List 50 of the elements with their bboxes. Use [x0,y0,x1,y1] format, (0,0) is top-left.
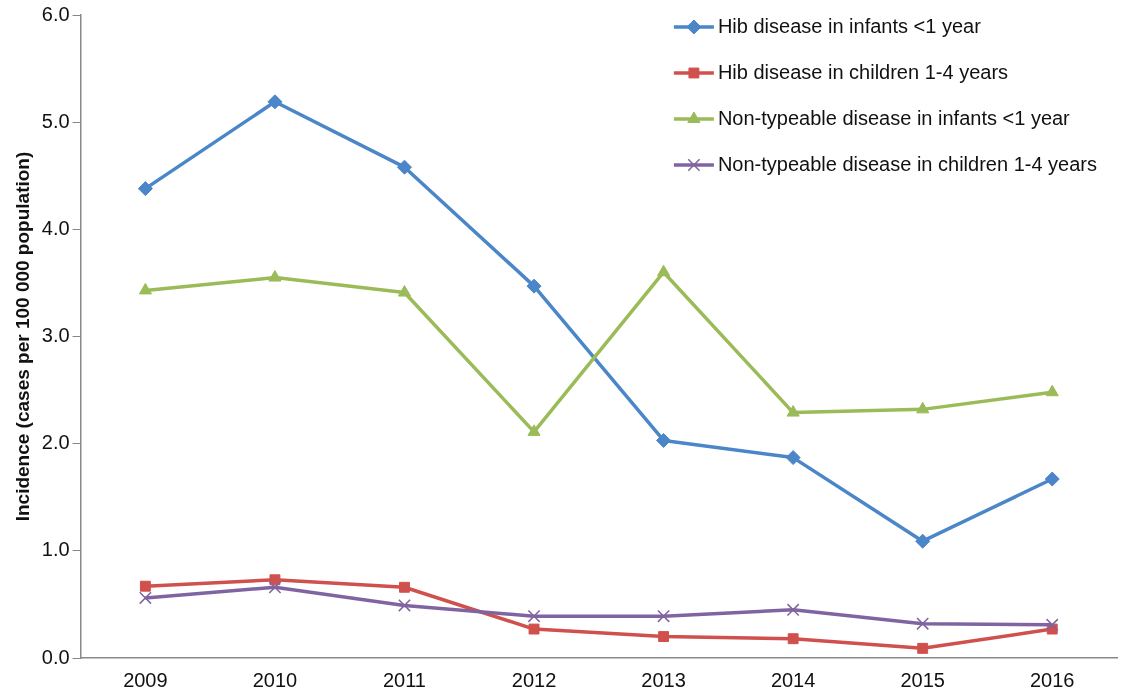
point [268,580,282,594]
point [397,285,412,297]
x-tick-label: 2011 [382,668,426,691]
y-tick-label: 0.0 [41,645,70,668]
point [528,623,540,635]
point [657,264,671,277]
x-tick-label: 2015 [900,668,945,691]
point [1045,618,1059,632]
point [1045,384,1059,397]
point [917,642,929,654]
point [138,282,152,295]
point [137,181,153,197]
point [786,603,800,617]
point [916,401,930,414]
point [526,278,542,294]
point [785,450,801,466]
point [138,591,152,605]
point [399,581,410,593]
y-tick-label: 1.0 [41,538,70,561]
point [527,609,541,623]
legend-label: Hib disease in infants <1 year [717,14,982,37]
point [398,599,411,612]
point [139,580,151,592]
x-tick-label: 2010 [252,668,298,691]
x-tick-label: 2009 [123,668,168,691]
legend-label: Hib disease in children 1-4 years [717,60,1009,83]
point [396,159,412,175]
y-tick-label: 6.0 [41,2,70,25]
y-tick-label: 2.0 [41,431,70,454]
point [527,424,541,436]
x-tick-label: 2016 [1029,668,1075,691]
y-axis-title: Incidence (cases per 100 000 population) [11,151,33,522]
y-tick-label: 4.0 [41,216,70,239]
point [786,405,800,417]
y-tick-label: 3.0 [41,324,70,347]
point [658,631,670,643]
point [268,270,282,282]
point [657,609,670,623]
legend-label: Non-typeable disease in children 1-4 years [717,152,1098,175]
legend-label: Non-typeable disease in infants <1 year [717,106,1071,129]
y-tick-label: 5.0 [41,109,70,132]
x-tick-label: 2013 [641,668,686,691]
point [787,633,799,645]
point [267,94,283,110]
point [1044,471,1060,487]
point [656,432,672,448]
x-tick-label: 2014 [770,668,816,691]
x-tick-label: 2012 [511,668,557,691]
point [916,617,930,631]
point [915,533,931,549]
